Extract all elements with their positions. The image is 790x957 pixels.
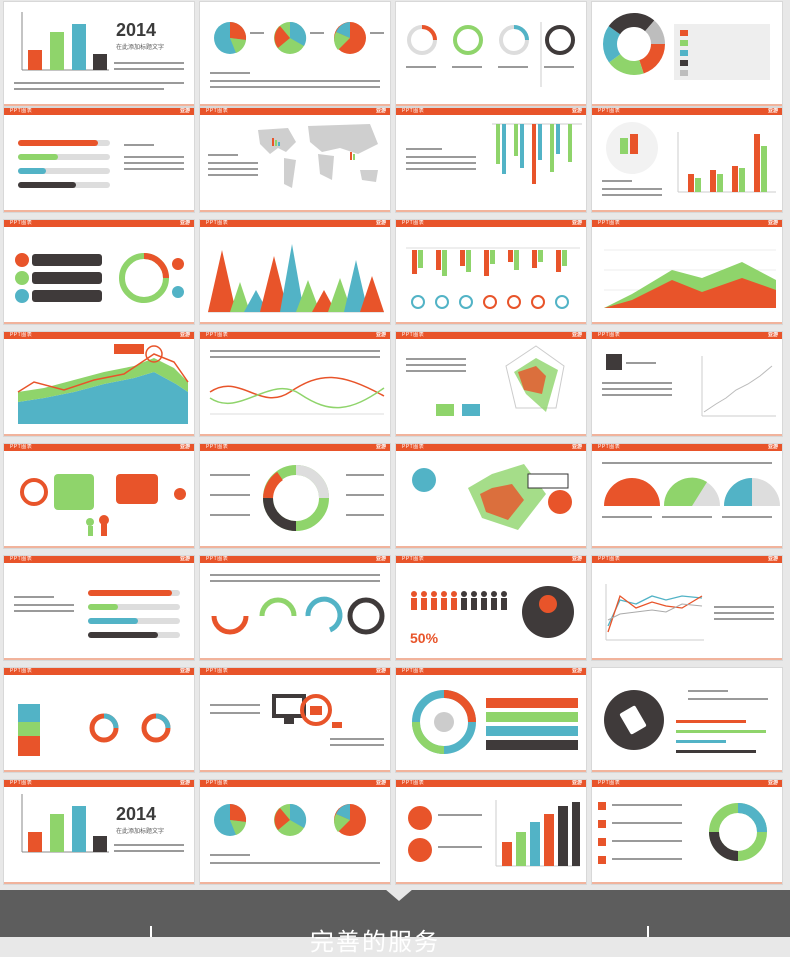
slide-area-chart[interactable]: PPT图表 亚游	[592, 220, 782, 324]
footer-divider-right	[647, 926, 649, 937]
progress-pills	[88, 590, 180, 638]
year-label: 2014	[116, 20, 157, 40]
computer-lock-graphic	[272, 694, 342, 728]
segmented-ring	[263, 465, 329, 531]
footer-divider-left	[150, 926, 152, 937]
stacked-column-chart	[17, 344, 189, 424]
slide-bar-chart-2014-b[interactable]: PPT图表 亚游 2014 在此添加标题文字	[4, 780, 194, 884]
slide-ring-list[interactable]: PPT图表 亚游	[396, 668, 586, 772]
world-map	[258, 124, 378, 188]
line-chart	[209, 376, 385, 415]
slide-line-chart[interactable]: PPT图表 亚游	[592, 556, 782, 660]
footer-banner: 完善的服务	[0, 889, 790, 956]
radar-chart	[436, 345, 565, 416]
ring-charts	[407, 22, 575, 87]
arc-charts	[211, 596, 385, 635]
slide-pill-bars[interactable]: PPT图表 亚游	[4, 556, 194, 660]
callout-boxes	[20, 474, 186, 536]
slide-hanging-bars[interactable]: PPT图表 亚游	[396, 108, 586, 212]
tag-and-bars	[604, 690, 766, 753]
slide-bars-with-icons[interactable]: PPT图表 亚游	[396, 220, 586, 324]
slide-world-map[interactable]: PPT图表 亚游	[200, 108, 390, 212]
hanging-bar-chart	[492, 123, 582, 184]
slide-icons-columns[interactable]: PPT图表 亚游	[396, 780, 586, 884]
donut-chart	[603, 13, 770, 80]
slide-half-gauges[interactable]: PPT图表 亚游	[592, 444, 782, 548]
bar-chart-with-icons	[406, 247, 580, 309]
percent-label: 50%	[410, 630, 439, 646]
year-subtitle: 在此添加标题文字	[116, 45, 165, 51]
slide-grid: 2014 在此添加标题文字	[4, 2, 786, 884]
scatter-chart	[606, 354, 776, 417]
slide-bar-chart-2014[interactable]: 2014 在此添加标题文字	[4, 2, 194, 106]
slide-four-rings[interactable]	[396, 2, 586, 106]
year-subtitle: 在此添加标题文字	[116, 829, 165, 835]
slide-radar[interactable]: PPT图表 亚游	[396, 332, 586, 436]
list-with-ring	[598, 802, 767, 864]
slide-callouts[interactable]: PPT图表 亚游	[4, 444, 194, 548]
ring-with-list	[412, 690, 578, 754]
slide-stacked-column[interactable]: PPT图表 亚游	[4, 668, 194, 772]
people-icon-chart	[411, 586, 574, 638]
icons-and-column-chart	[408, 800, 580, 867]
area-chart	[604, 249, 776, 308]
slide-pie-and-bars[interactable]: PPT图表 亚游	[592, 108, 782, 212]
bar-chart	[21, 794, 109, 853]
triangle-chart	[208, 244, 384, 313]
slide-three-pies[interactable]	[200, 2, 390, 106]
bar-chart-with-pie	[606, 122, 776, 193]
slide-tag-bars[interactable]	[592, 668, 782, 772]
pie-charts	[214, 21, 366, 54]
slide-three-pies-b[interactable]: PPT图表 亚游	[200, 780, 390, 884]
stacked-column-and-rings	[18, 704, 171, 756]
slide-list-ring[interactable]: PPT图表 亚游	[592, 780, 782, 884]
bar-chart	[21, 12, 109, 71]
footer-title: 完善的服务	[310, 928, 440, 956]
year-label: 2014	[116, 804, 157, 824]
icon-list-ring	[15, 253, 184, 303]
slide-triangle-chart[interactable]: PPT图表 亚游	[200, 220, 390, 324]
footer-notch	[385, 889, 413, 901]
multi-line-chart	[605, 584, 704, 641]
slide-segmented-ring[interactable]: PPT图表 亚游	[200, 444, 390, 548]
slide-stacked-area[interactable]: PPT图表 亚游	[4, 332, 194, 436]
progress-bars	[18, 140, 110, 188]
pie-charts	[214, 803, 366, 836]
slide-wave-lines[interactable]: PPT图表 亚游	[200, 332, 390, 436]
slide-progress-bars[interactable]: PPT图表 亚游	[4, 108, 194, 212]
slide-people-percent[interactable]: PPT图表 亚游 50%	[396, 556, 586, 660]
slide-scatter[interactable]: PPT图表 亚游	[592, 332, 782, 436]
slide-radar-icons[interactable]: PPT图表 亚游	[396, 444, 586, 548]
gauge-charts	[604, 477, 780, 506]
slide-donut-legend[interactable]	[592, 2, 782, 106]
slide-four-arcs[interactable]: PPT图表 亚游	[200, 556, 390, 660]
slide-computer-lock[interactable]: PPT图表 亚游	[200, 668, 390, 772]
slide-icons-ring[interactable]: PPT图表 亚游	[4, 220, 194, 324]
radar-with-icons	[412, 464, 572, 530]
